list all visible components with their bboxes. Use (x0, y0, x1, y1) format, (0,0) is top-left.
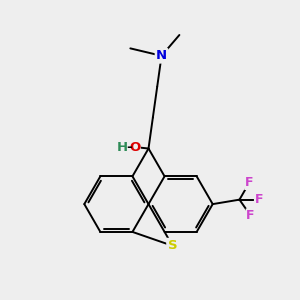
Text: F: F (245, 176, 254, 189)
Text: N: N (156, 49, 167, 62)
Text: O: O (129, 140, 140, 154)
Text: F: F (246, 209, 255, 222)
Text: F: F (254, 193, 263, 206)
Text: H: H (117, 140, 128, 154)
Text: S: S (168, 239, 177, 252)
Text: -: - (126, 140, 131, 154)
